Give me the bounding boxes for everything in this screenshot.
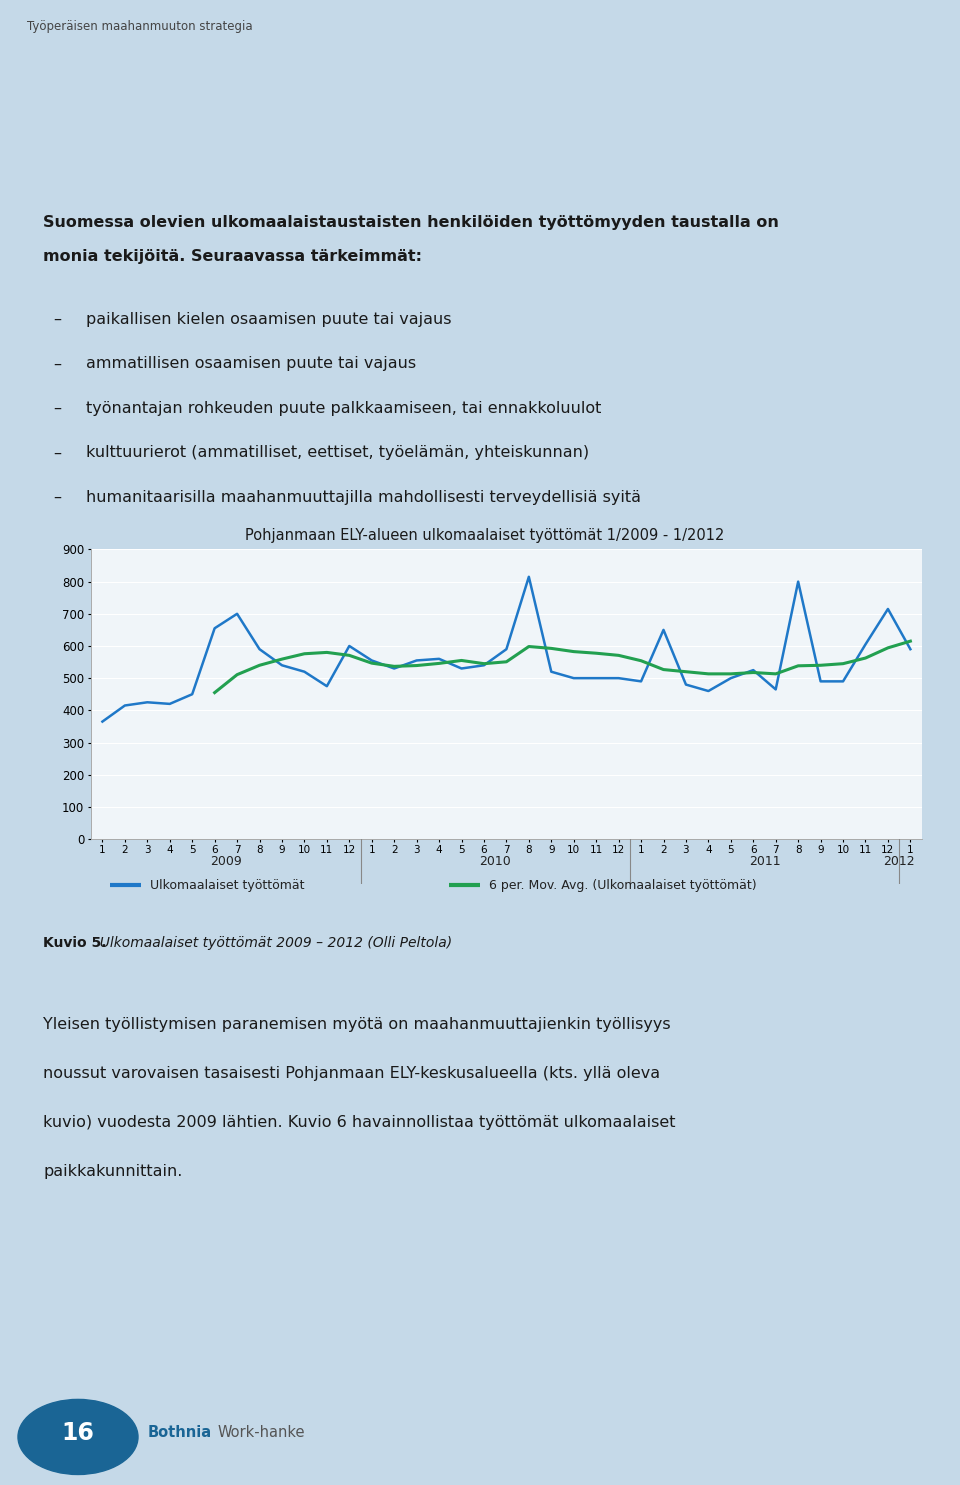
Text: työnantajan rohkeuden puute palkkaamiseen, tai ennakkoluulot: työnantajan rohkeuden puute palkkaamisee… [86, 401, 602, 416]
Text: monia tekijöitä. Seuraavassa tärkeimmät:: monia tekijöitä. Seuraavassa tärkeimmät: [43, 249, 422, 264]
Text: paikallisen kielen osaamisen puute tai vajaus: paikallisen kielen osaamisen puute tai v… [86, 312, 452, 327]
Text: kuvio) vuodesta 2009 lähtien. Kuvio 6 havainnollistaa työttömät ulkomaalaiset: kuvio) vuodesta 2009 lähtien. Kuvio 6 ha… [43, 1115, 676, 1130]
Text: Pohjanmaan ELY-alueen ulkomaalaiset työttömät 1/2009 - 1/2012: Pohjanmaan ELY-alueen ulkomaalaiset työt… [245, 529, 725, 544]
Text: 16: 16 [61, 1421, 94, 1445]
Text: Suomessa olevien ulkomaalaistaustaisten henkilöiden työttömyyden taustalla on: Suomessa olevien ulkomaalaistaustaisten … [43, 215, 780, 230]
Text: ammatillisen osaamisen puute tai vajaus: ammatillisen osaamisen puute tai vajaus [86, 356, 417, 371]
Text: –: – [53, 356, 60, 371]
Text: –: – [53, 490, 60, 505]
Text: 6 per. Mov. Avg. (Ulkomaalaiset työttömät): 6 per. Mov. Avg. (Ulkomaalaiset työttömä… [490, 879, 756, 891]
Text: 2011: 2011 [749, 855, 780, 867]
Text: kulttuurierot (ammatilliset, eettiset, työelämän, yhteiskunnan): kulttuurierot (ammatilliset, eettiset, t… [86, 446, 589, 460]
Text: humanitaarisilla maahanmuuttajilla mahdollisesti terveydellisiä syitä: humanitaarisilla maahanmuuttajilla mahdo… [86, 490, 641, 505]
Text: Ulkomaalaiset työttömät: Ulkomaalaiset työttömät [150, 879, 304, 891]
Text: –: – [53, 312, 60, 327]
Text: Bothnia: Bothnia [148, 1426, 212, 1440]
Text: paikkakunnittain.: paikkakunnittain. [43, 1164, 182, 1179]
Text: 2009: 2009 [210, 855, 242, 867]
Text: Ulkomaalaiset työttömät 2009 – 2012 (Olli Peltola): Ulkomaalaiset työttömät 2009 – 2012 (Oll… [91, 936, 452, 949]
Text: noussut varovaisen tasaisesti Pohjanmaan ELY-keskusalueella (kts. yllä oleva: noussut varovaisen tasaisesti Pohjanmaan… [43, 1066, 660, 1081]
Text: Kuvio 5.: Kuvio 5. [43, 936, 107, 949]
Text: 2010: 2010 [479, 855, 511, 867]
Text: Work-hanke: Work-hanke [218, 1426, 305, 1440]
Text: Yleisen työllistymisen paranemisen myötä on maahanmuuttajienkin työllisyys: Yleisen työllistymisen paranemisen myötä… [43, 1017, 671, 1032]
Text: –: – [53, 401, 60, 416]
Text: 2012: 2012 [883, 855, 915, 867]
Ellipse shape [18, 1399, 138, 1475]
Text: (TEM, työttömyystilastot): (TEM, työttömyystilastot) [393, 560, 577, 576]
Text: Työperäisen maahanmuuton strategia: Työperäisen maahanmuuton strategia [27, 21, 252, 34]
Text: –: – [53, 446, 60, 460]
